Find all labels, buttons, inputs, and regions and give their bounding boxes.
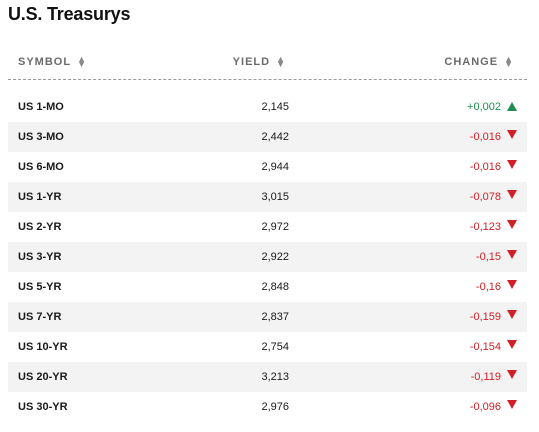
table-row[interactable]: US 3-MO 2,442 -0,016: [8, 122, 527, 152]
symbol-link[interactable]: US 6-MO: [18, 161, 64, 173]
change-value: -0,016: [469, 161, 501, 173]
change-value: -0,016: [469, 131, 501, 143]
symbol-link[interactable]: US 1-YR: [18, 191, 62, 203]
change-value: -0,15: [475, 251, 501, 263]
symbol-link[interactable]: US 7-YR: [18, 311, 62, 323]
sort-icon: ▲ ▼: [276, 54, 285, 69]
arrow-down-icon: [507, 280, 517, 289]
table-row[interactable]: US 1-MO 2,145 +0,002: [8, 92, 527, 122]
change-value: -0,119: [470, 371, 501, 383]
change-column-header[interactable]: CHANGE ▲ ▼: [444, 54, 513, 69]
yield-value: 2,944: [261, 161, 289, 173]
table-row[interactable]: US 7-YR 2,837 -0,159: [8, 302, 527, 332]
table-row[interactable]: US 3-YR 2,922 -0,15: [8, 242, 527, 272]
change-value: +0,002: [467, 101, 501, 113]
symbol-column-header[interactable]: SYMBOL ▲ ▼: [18, 54, 86, 69]
symbol-link[interactable]: US 1-MO: [18, 101, 64, 113]
symbol-link[interactable]: US 3-MO: [18, 131, 64, 143]
yield-value: 2,848: [261, 281, 289, 293]
yield-value: 3,015: [261, 191, 289, 203]
table-row[interactable]: US 2-YR 2,972 -0,123: [8, 212, 527, 242]
change-value: -0,154: [469, 341, 501, 353]
yield-value: 2,976: [261, 401, 289, 413]
treasurys-table: SYMBOL ▲ ▼ YIELD ▲ ▼ CHANGE ▲ ▼ US 1-MO 2,14…: [8, 47, 527, 422]
symbol-link[interactable]: US 10-YR: [18, 341, 68, 353]
yield-value: 2,972: [261, 221, 289, 233]
arrow-down-icon: [507, 370, 517, 379]
arrow-down-icon: [507, 400, 517, 409]
sort-icon: ▲ ▼: [77, 54, 86, 69]
symbol-header-label: SYMBOL: [18, 56, 72, 68]
arrow-down-icon: [507, 190, 517, 199]
table-row[interactable]: US 1-YR 3,015 -0,078: [8, 182, 527, 212]
symbol-link[interactable]: US 2-YR: [18, 221, 62, 233]
sort-icon: ▲ ▼: [504, 54, 513, 69]
change-value: -0,159: [469, 311, 501, 323]
arrow-down-icon: [507, 310, 517, 319]
table-row[interactable]: US 10-YR 2,754 -0,154: [8, 332, 527, 362]
table-header: SYMBOL ▲ ▼ YIELD ▲ ▼ CHANGE ▲ ▼: [8, 47, 527, 80]
change-value: -0,16: [475, 281, 501, 293]
symbol-link[interactable]: US 30-YR: [18, 401, 68, 413]
yield-value: 2,145: [261, 101, 289, 113]
arrow-down-icon: [507, 160, 517, 169]
yield-header-label: YIELD: [232, 56, 271, 68]
arrow-up-icon: [507, 102, 517, 111]
arrow-down-icon: [507, 130, 517, 139]
change-value: -0,078: [469, 191, 501, 203]
change-header-label: CHANGE: [444, 56, 499, 68]
yield-value: 2,442: [261, 131, 289, 143]
symbol-link[interactable]: US 20-YR: [18, 371, 68, 383]
yield-value: 2,754: [261, 341, 289, 353]
arrow-down-icon: [507, 250, 517, 259]
table-row[interactable]: US 5-YR 2,848 -0,16: [8, 272, 527, 302]
arrow-down-icon: [507, 220, 517, 229]
yield-value: 2,837: [261, 311, 289, 323]
arrow-down-icon: [507, 340, 517, 349]
yield-value: 3,213: [261, 371, 289, 383]
change-value: -0,096: [469, 401, 501, 413]
table-body: US 1-MO 2,145 +0,002 US 3-MO 2,442 -0,016 US 6…: [8, 92, 527, 422]
symbol-link[interactable]: US 3-YR: [18, 251, 62, 263]
symbol-link[interactable]: US 5-YR: [18, 281, 62, 293]
widget-title: U.S. Treasurys: [8, 4, 131, 24]
table-row[interactable]: US 20-YR 3,213 -0,119: [8, 362, 527, 392]
yield-value: 2,922: [261, 251, 289, 263]
table-row[interactable]: US 30-YR 2,976 -0,096: [8, 392, 527, 422]
change-value: -0,123: [469, 221, 501, 233]
yield-column-header[interactable]: YIELD ▲ ▼: [232, 54, 285, 69]
table-row[interactable]: US 6-MO 2,944 -0,016: [8, 152, 527, 182]
